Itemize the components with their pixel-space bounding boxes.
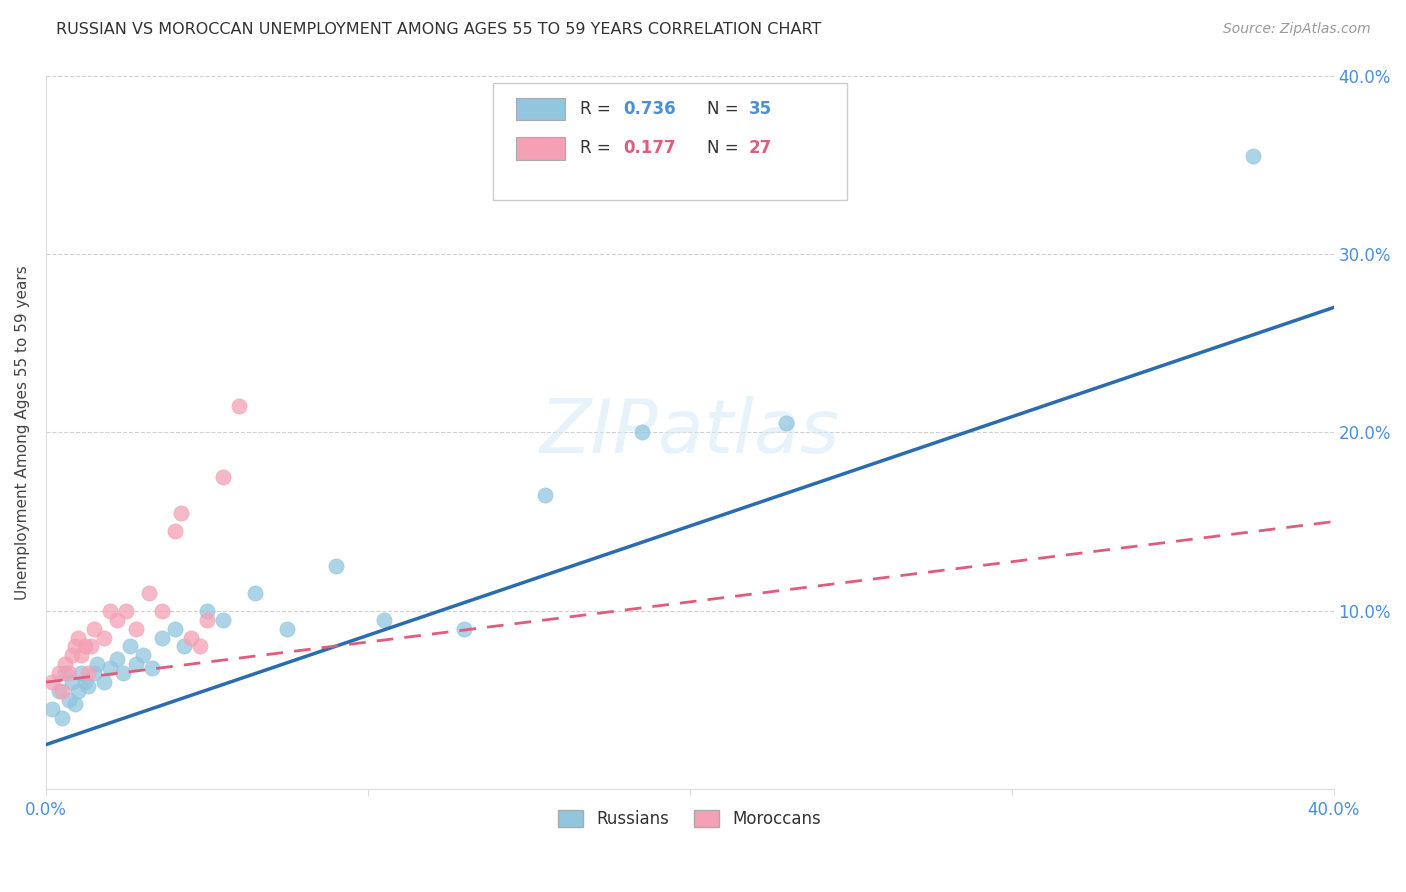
Text: N =: N = xyxy=(707,139,744,157)
Point xyxy=(190,640,212,654)
Text: RUSSIAN VS MOROCCAN UNEMPLOYMENT AMONG AGES 55 TO 59 YEARS CORRELATION CHART: RUSSIAN VS MOROCCAN UNEMPLOYMENT AMONG A… xyxy=(56,22,821,37)
Point xyxy=(373,613,395,627)
Point xyxy=(105,613,128,627)
Point xyxy=(195,613,218,627)
Point xyxy=(83,666,105,681)
Point xyxy=(163,524,186,538)
Point xyxy=(67,631,90,645)
Point xyxy=(115,604,138,618)
Point xyxy=(93,675,115,690)
Text: N =: N = xyxy=(707,100,744,118)
Point xyxy=(76,679,98,693)
Point xyxy=(53,666,76,681)
Y-axis label: Unemployment Among Ages 55 to 59 years: Unemployment Among Ages 55 to 59 years xyxy=(15,265,30,599)
Point xyxy=(80,640,103,654)
Point xyxy=(48,684,70,698)
Point xyxy=(48,666,70,681)
Point xyxy=(70,666,93,681)
Point xyxy=(125,622,148,636)
Text: 35: 35 xyxy=(749,100,772,118)
Point xyxy=(51,684,73,698)
Point xyxy=(180,631,202,645)
Point xyxy=(276,622,298,636)
Point xyxy=(63,697,86,711)
Point xyxy=(58,693,80,707)
Point xyxy=(325,559,347,574)
Point xyxy=(534,488,557,502)
Point xyxy=(112,666,135,681)
Point xyxy=(51,711,73,725)
Point xyxy=(41,675,63,690)
Text: R =: R = xyxy=(581,139,616,157)
Point xyxy=(93,631,115,645)
Legend: Russians, Moroccans: Russians, Moroccans xyxy=(551,803,828,834)
Point xyxy=(83,622,105,636)
Point xyxy=(98,661,121,675)
FancyBboxPatch shape xyxy=(492,83,846,201)
Point xyxy=(53,657,76,672)
Point xyxy=(125,657,148,672)
Text: 0.177: 0.177 xyxy=(623,139,675,157)
Point xyxy=(60,675,83,690)
Point xyxy=(212,613,235,627)
Text: 27: 27 xyxy=(749,139,772,157)
Point xyxy=(98,604,121,618)
Point xyxy=(73,640,96,654)
Point xyxy=(131,648,153,663)
Bar xyxy=(516,136,565,160)
Point xyxy=(453,622,475,636)
Point xyxy=(150,631,173,645)
Point xyxy=(195,604,218,618)
Point xyxy=(775,417,797,431)
Point xyxy=(141,661,163,675)
Point xyxy=(118,640,141,654)
Text: 0.736: 0.736 xyxy=(623,100,675,118)
Point xyxy=(212,470,235,484)
Point xyxy=(173,640,195,654)
Point xyxy=(105,652,128,666)
Point xyxy=(163,622,186,636)
Point xyxy=(138,586,160,600)
Point xyxy=(58,666,80,681)
Text: Source: ZipAtlas.com: Source: ZipAtlas.com xyxy=(1223,22,1371,37)
Point xyxy=(228,399,250,413)
Point xyxy=(86,657,108,672)
Point xyxy=(245,586,267,600)
Point xyxy=(170,506,193,520)
Point xyxy=(67,684,90,698)
Point xyxy=(41,702,63,716)
Text: R =: R = xyxy=(581,100,616,118)
Point xyxy=(1241,149,1264,163)
Point xyxy=(73,675,96,690)
Point xyxy=(70,648,93,663)
Bar xyxy=(516,97,565,120)
Point xyxy=(150,604,173,618)
Point xyxy=(630,425,652,440)
Point xyxy=(76,666,98,681)
Point xyxy=(60,648,83,663)
Text: ZIPatlas: ZIPatlas xyxy=(540,396,839,468)
Point xyxy=(63,640,86,654)
